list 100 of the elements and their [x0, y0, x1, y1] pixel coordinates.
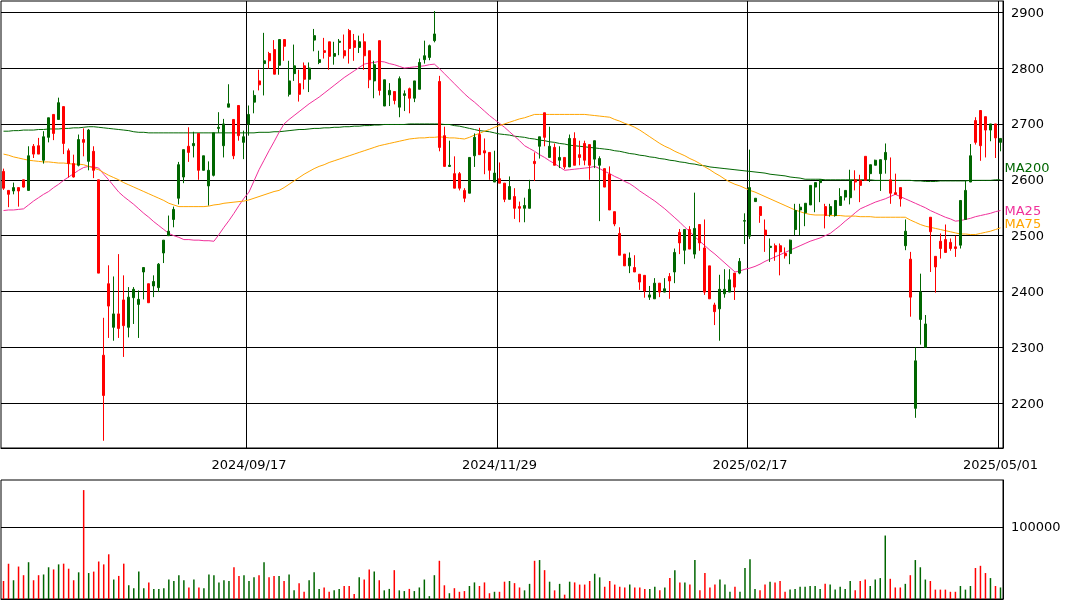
- candlestick: [934, 255, 937, 294]
- candlestick: [623, 253, 626, 267]
- candlestick: [413, 80, 416, 103]
- candlestick: [438, 75, 441, 152]
- candlestick: [197, 132, 200, 181]
- candlestick: [433, 10, 436, 43]
- candlestick: [162, 239, 165, 264]
- candlestick: [598, 155, 601, 222]
- candlestick: [212, 132, 215, 177]
- candlestick: [348, 28, 351, 65]
- line-series: [3, 60, 1001, 273]
- candlestick: [303, 61, 306, 90]
- candlestick: [177, 161, 180, 205]
- candlestick: [979, 110, 982, 162]
- candlestick: [237, 104, 240, 142]
- candlestick: [268, 51, 271, 70]
- candlestick: [909, 251, 912, 318]
- candlestick: [754, 197, 757, 203]
- candlestick: [478, 127, 481, 156]
- candlestick: [258, 69, 261, 91]
- candlestick: [643, 274, 646, 299]
- candlestick: [22, 179, 25, 189]
- candlestick: [137, 289, 140, 339]
- candlestick: [804, 202, 807, 227]
- candlestick: [994, 123, 997, 159]
- candlestick: [227, 83, 230, 108]
- candlestick: [508, 175, 511, 200]
- candlestick: [488, 151, 491, 181]
- candlestick: [448, 140, 451, 168]
- candlestick: [67, 148, 70, 179]
- candlestick: [458, 171, 461, 191]
- candlestick: [814, 182, 817, 213]
- candlestick: [273, 39, 276, 75]
- candlestick: [794, 203, 797, 236]
- candlestick: [789, 239, 792, 265]
- candlestick: [864, 155, 867, 181]
- candlestick: [984, 116, 987, 158]
- candlestick: [874, 159, 877, 166]
- candlestick: [187, 126, 190, 163]
- y-tick-label: 2400: [1011, 284, 1045, 300]
- candlestick: [854, 169, 857, 191]
- candlestick: [182, 149, 185, 184]
- candlestick: [473, 132, 476, 168]
- candlestick: [713, 302, 716, 326]
- candlestick: [899, 187, 902, 208]
- candlestick: [944, 224, 947, 253]
- candlestick: [919, 273, 922, 346]
- candlestick: [578, 140, 581, 166]
- candlestick: [543, 112, 546, 147]
- candlestick: [92, 145, 95, 179]
- candlestick: [298, 69, 301, 103]
- candlestick: [403, 89, 406, 112]
- candlestick: [558, 145, 561, 169]
- candlestick: [12, 182, 15, 195]
- x-tick-label: 2025/05/01: [963, 457, 1038, 472]
- candlestick: [498, 161, 501, 184]
- candlestick: [107, 264, 110, 339]
- candlestick: [613, 211, 616, 227]
- candlestick: [368, 50, 371, 89]
- candlestick: [202, 155, 205, 171]
- candlestick: [503, 182, 506, 203]
- candlestick: [538, 136, 541, 160]
- candlestick: [548, 126, 551, 158]
- candlestick: [37, 137, 40, 155]
- candlestick: [353, 33, 356, 62]
- candlestick: [533, 151, 536, 182]
- candlestick: [974, 116, 977, 146]
- candlestick: [152, 274, 155, 298]
- y-tick-label: 2900: [1011, 4, 1045, 20]
- candlestick: [743, 212, 746, 245]
- candlestick: [673, 248, 676, 284]
- candlestick: [263, 32, 266, 96]
- candlestick: [308, 61, 311, 93]
- candlestick: [373, 60, 376, 99]
- candlestick: [72, 154, 75, 179]
- candlestick: [859, 174, 862, 203]
- candlestick: [87, 128, 90, 171]
- candlestick: [318, 50, 321, 65]
- candlestick: [949, 237, 952, 252]
- candlestick: [914, 346, 917, 419]
- candlestick: [333, 41, 336, 66]
- candlestick: [313, 28, 316, 52]
- candlestick: [408, 87, 411, 114]
- candlestick: [343, 34, 346, 60]
- candlestick: [573, 131, 576, 166]
- candlestick: [638, 273, 641, 291]
- candlestick: [648, 285, 651, 301]
- candlestick: [779, 243, 782, 276]
- candlestick: [102, 317, 105, 442]
- candlestick: [52, 113, 55, 141]
- candlestick: [698, 224, 701, 252]
- candlestick: [493, 150, 496, 183]
- candlestick: [17, 187, 20, 208]
- candlestick: [889, 156, 892, 205]
- candlestick: [703, 218, 706, 296]
- candlestick: [7, 189, 10, 208]
- candlestick: [688, 225, 691, 250]
- candlestick: [283, 39, 286, 62]
- x-tick-label: 2024/11/29: [462, 457, 537, 472]
- candlestick: [358, 35, 361, 54]
